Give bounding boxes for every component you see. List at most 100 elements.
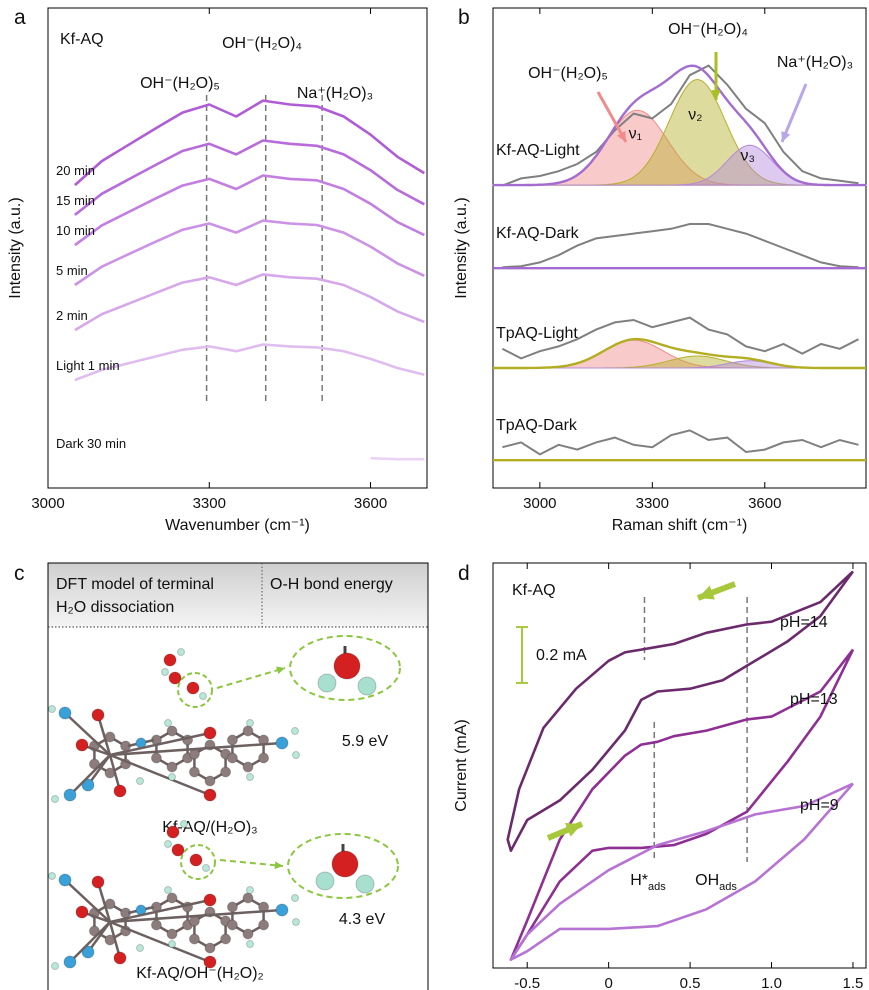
x-tick-label: 3600 bbox=[354, 495, 387, 512]
x-tick-label: 0.5 bbox=[680, 975, 701, 990]
annotation: Kf-AQ bbox=[512, 582, 556, 599]
annotation: OH⁻(H₂O)₅ bbox=[528, 65, 608, 82]
model-name: Kf-AQ/OH⁻(H₂O)₂ bbox=[136, 965, 264, 982]
annotation: Na⁺(H₂O)₃ bbox=[297, 85, 373, 102]
atom bbox=[167, 929, 177, 939]
x-tick-label: 1.0 bbox=[761, 975, 782, 990]
x-tick-label: 3000 bbox=[31, 495, 64, 512]
figure: a b c d DFT model of terminal H₂O dissoc… bbox=[0, 0, 869, 990]
atom bbox=[165, 720, 172, 727]
group-label: TpAQ-Dark bbox=[496, 417, 578, 434]
atom bbox=[204, 956, 216, 968]
table-header: H₂O dissociation bbox=[56, 599, 174, 616]
y-axis-title: Intensity (a.u.) bbox=[7, 197, 24, 298]
atom bbox=[247, 941, 254, 948]
table-header-bg bbox=[48, 563, 428, 627]
y-axis-title: Intensity (a.u.) bbox=[453, 197, 470, 298]
atom bbox=[92, 709, 104, 721]
series-label: 2 min bbox=[56, 308, 88, 323]
atom bbox=[276, 904, 288, 916]
x-tick-label: 1.5 bbox=[843, 975, 864, 990]
atom bbox=[167, 826, 179, 838]
atom bbox=[64, 789, 76, 801]
atom bbox=[167, 762, 177, 772]
atom bbox=[358, 677, 376, 695]
fit-peak bbox=[493, 356, 866, 368]
atom bbox=[52, 963, 59, 970]
series-label: Light 1 min bbox=[56, 358, 120, 373]
atom bbox=[114, 952, 126, 964]
dft-panel: DFT model of terminal H₂O dissociation O… bbox=[48, 563, 428, 990]
table-header: DFT model of terminal bbox=[56, 576, 214, 593]
atom bbox=[247, 887, 254, 894]
atom bbox=[227, 753, 237, 763]
group-label: Kf-AQ-Light bbox=[496, 142, 580, 159]
annotation-sub: ads bbox=[719, 881, 737, 893]
panel-label: d bbox=[458, 562, 470, 585]
x-tick-label: -0.5 bbox=[514, 975, 540, 990]
group-label: Kf-AQ-Dark bbox=[496, 225, 580, 242]
atom bbox=[247, 774, 254, 781]
atom bbox=[190, 854, 202, 866]
annotation: H*ads bbox=[630, 872, 666, 893]
bond-energy: 5.9 eV bbox=[342, 733, 389, 750]
series-line bbox=[75, 221, 424, 285]
atom bbox=[167, 726, 177, 736]
x-tick-label: 3000 bbox=[523, 495, 556, 512]
atom bbox=[276, 737, 288, 749]
panel-label: b bbox=[458, 6, 470, 29]
series-label: 10 min bbox=[56, 223, 95, 238]
atom bbox=[293, 919, 300, 926]
atom bbox=[292, 895, 299, 902]
plot-frame bbox=[48, 8, 427, 488]
atom bbox=[169, 941, 176, 948]
annotation: OHads bbox=[695, 872, 737, 893]
series-label: 5 min bbox=[56, 263, 88, 278]
atom bbox=[169, 774, 176, 781]
series-line bbox=[75, 345, 424, 381]
atom bbox=[356, 875, 374, 893]
peak-label: ν₁ bbox=[629, 126, 642, 143]
atom bbox=[292, 728, 299, 735]
atom bbox=[203, 865, 210, 872]
atom bbox=[181, 821, 188, 828]
annotation: Kf-AQ bbox=[60, 31, 104, 48]
atom bbox=[137, 945, 144, 952]
atom bbox=[318, 674, 336, 692]
fit-peak bbox=[493, 80, 866, 186]
atom bbox=[293, 752, 300, 759]
atom bbox=[204, 894, 216, 906]
atom bbox=[165, 841, 172, 848]
atom bbox=[76, 906, 88, 918]
arrow-head bbox=[276, 667, 285, 675]
atom bbox=[76, 739, 88, 751]
atom bbox=[137, 778, 144, 785]
table-header: O-H bond energy bbox=[270, 576, 393, 593]
atom bbox=[221, 767, 231, 777]
series-label: pH=13 bbox=[790, 691, 838, 708]
atom bbox=[167, 893, 177, 903]
atom bbox=[169, 672, 181, 684]
atom bbox=[204, 727, 216, 739]
atom bbox=[162, 669, 169, 676]
annotation: OH⁻(H₂O)₄ bbox=[668, 21, 748, 38]
peak-label: ν₃ bbox=[741, 147, 756, 164]
atom bbox=[52, 796, 59, 803]
atom bbox=[114, 785, 126, 797]
series-line bbox=[371, 458, 425, 459]
atom bbox=[334, 653, 360, 679]
atom bbox=[204, 789, 216, 801]
atom bbox=[221, 934, 231, 944]
series-label: pH=9 bbox=[800, 797, 839, 814]
atom bbox=[49, 873, 56, 880]
series-label: pH=14 bbox=[780, 614, 828, 631]
atom bbox=[151, 753, 161, 763]
atom bbox=[49, 706, 56, 713]
atom bbox=[59, 707, 71, 719]
annotation: OH⁻(H₂O)₄ bbox=[222, 35, 302, 52]
group-label: TpAQ-Light bbox=[496, 325, 578, 342]
x-axis-title: Wavenumber (cm⁻¹) bbox=[165, 517, 310, 534]
series-line bbox=[75, 274, 424, 330]
atom bbox=[205, 776, 215, 786]
panel-label: a bbox=[14, 6, 26, 29]
